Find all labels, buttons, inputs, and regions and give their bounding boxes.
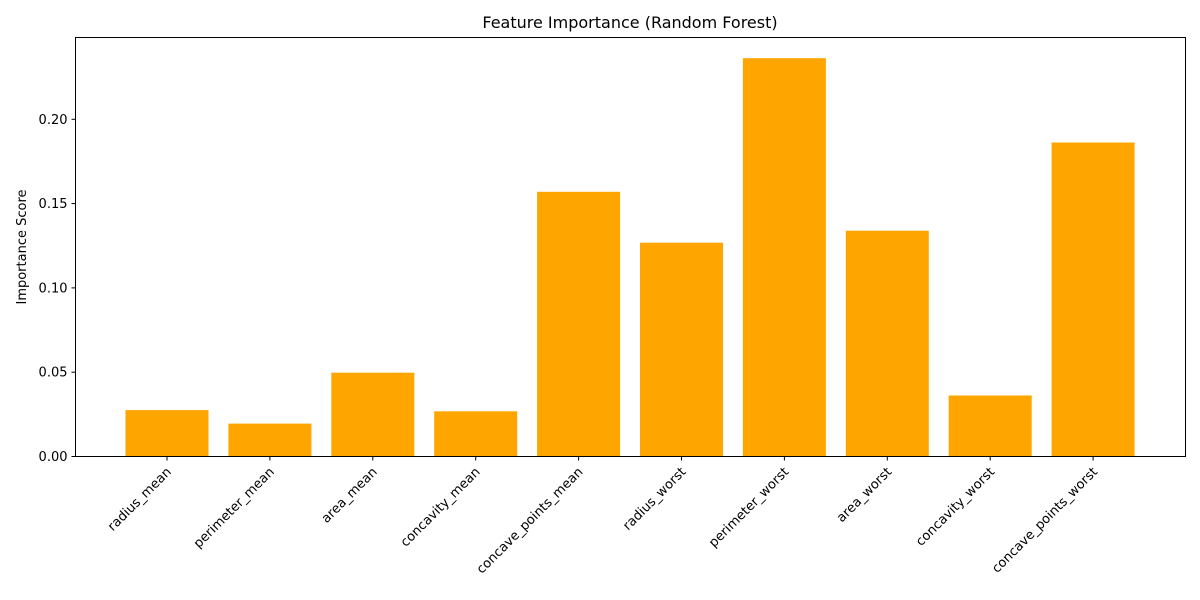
bar-radius-worst [640,242,723,457]
x-tick-label: area_worst [834,465,895,526]
bar-area-mean [331,372,415,457]
x-tick-label: radius_mean [105,465,175,535]
x-axis: radius_mean perimeter_mean area_mean concav… [105,456,1101,577]
x-tick-label: concavity_mean [398,465,484,551]
chart-title: Feature Importance (Random Forest) [482,13,777,32]
x-tick-label: perimeter_mean [191,465,278,552]
bar-perimeter-worst [742,58,826,457]
x-tick-label: perimeter_worst [706,465,792,551]
bar-concave-points-mean [537,191,621,457]
x-tick-label: area_mean [319,465,381,527]
bar-perimeter-mean [228,423,312,457]
bar-concavity-mean [434,411,518,457]
y-axis: 0.00 0.05 0.10 0.15 0.20 [39,113,76,465]
bar-radius-mean [125,410,209,457]
x-tick-label: concave_points_worst [989,465,1101,577]
y-tick-label: 0.05 [39,366,68,381]
bar-concave-points-worst [1051,142,1135,457]
bar-concavity-worst [948,395,1032,457]
x-tick-label: concavity_worst [913,465,998,550]
bars-group [125,58,1135,457]
plot-frame [75,37,1186,457]
y-tick-label: 0.20 [39,113,68,128]
y-axis-title: Importance Score [15,189,30,304]
y-tick-label: 0.00 [39,450,68,465]
x-tick-label: radius_worst [620,465,689,534]
y-tick-label: 0.15 [39,197,68,212]
bar-area-worst [845,230,929,457]
x-tick-label: concave_points_mean [474,465,586,577]
y-tick-label: 0.10 [39,281,68,296]
